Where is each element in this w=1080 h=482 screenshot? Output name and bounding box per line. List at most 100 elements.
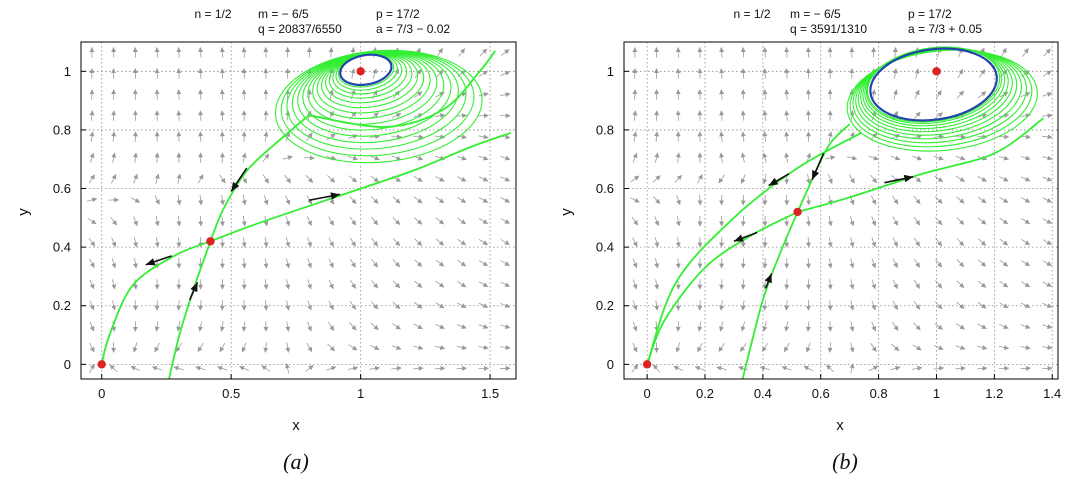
vector-field-arrow [176,321,182,332]
vector-field-arrow [998,134,1010,140]
vector-field-arrow [175,342,182,353]
y-tick-label: 1 [64,64,71,79]
vector-field-arrow [1020,302,1031,308]
vector-field-arrow [326,133,336,140]
vector-field-arrow [934,112,944,120]
vector-field-arrow [913,216,921,226]
vector-field-arrow [719,89,725,100]
vector-field-arrow [457,281,467,288]
vector-field-arrow [154,173,160,184]
vector-field-arrow [998,155,1009,161]
vector-field-arrow [955,345,966,350]
vector-field-arrow [414,217,423,225]
vector-field-arrow [306,216,312,227]
vector-field-arrow [762,321,768,332]
vector-field-arrow [978,69,986,78]
direction-arrow-head [733,234,744,242]
vector-field-arrow [956,301,965,309]
vector-field-arrow [478,260,489,267]
vector-field-arrow [956,259,965,268]
equilibrium-point [97,360,106,369]
vector-field-arrow [1021,218,1031,225]
vector-field-arrow [241,279,247,290]
vector-field-arrow [305,365,314,372]
vector-field-arrow [392,196,401,204]
vector-field-arrow [456,324,467,329]
vector-field-arrow [195,365,206,371]
vector-field-arrow [89,300,95,311]
vector-field-arrow [719,110,725,121]
trajectory-curve [209,114,310,242]
vector-field-arrow [89,258,95,269]
plot-frame [623,41,1059,380]
vector-field-arrow [328,258,334,269]
vector-field-arrow [457,217,467,225]
vector-field-arrow [241,258,247,269]
vector-field-arrow [306,89,312,100]
vector-field-arrow [827,174,833,185]
vector-field-arrow [132,152,138,163]
vector-field-arrow [1042,218,1052,224]
vector-field-arrow [371,216,379,226]
vector-field-arrow [826,364,835,373]
vector-field-arrow [849,279,855,290]
vector-field-arrow [434,365,446,371]
vector-field-arrow [1021,260,1031,267]
vector-field-arrow [697,110,703,121]
vector-field-arrow [999,176,1009,182]
vector-field-arrow [871,321,877,332]
vector-field-arrow [304,155,315,161]
equilibrium-point [356,67,365,76]
vector-field-arrow [219,216,225,227]
vector-field-arrow [892,321,899,331]
vector-field-arrow [784,47,790,58]
vector-field-arrow [1042,324,1053,329]
vector-field-arrow [154,47,160,58]
vector-field-arrow [654,237,660,248]
vector-field-arrow [133,216,138,227]
vector-field-arrow [285,279,291,290]
vector-field-arrow [977,196,987,204]
vector-field-arrow [1020,176,1031,182]
vector-field-arrow [111,258,117,269]
vector-field-arrow [738,365,749,371]
vector-field-arrow [956,238,965,247]
vector-field-arrow [154,321,160,332]
vector-field-arrow [219,237,225,248]
vector-field-arrow [933,155,944,161]
vector-field-arrow [784,321,790,332]
vector-field-arrow [1020,324,1031,329]
vector-field-arrow [781,365,792,371]
y-tick-label: 0.2 [596,298,614,313]
vector-field-arrow [871,216,877,227]
vector-field-arrow [632,237,638,248]
vector-field-arrow [111,237,117,248]
vector-field-arrow [675,216,681,227]
vector-field-arrow [697,321,703,332]
vector-field-arrow [88,174,95,184]
vector-field-arrow [307,321,312,332]
vector-field-arrow [697,47,703,58]
x-tick-label: 1 [357,386,364,401]
vector-field-arrow [871,237,877,248]
vector-field-arrow [934,301,943,310]
vector-field-arrow [151,365,162,371]
vector-field-arrow [435,217,445,225]
vector-field-arrow [89,321,95,332]
y-tick-label: 0 [607,357,614,372]
trajectory-curve [168,240,212,379]
vector-field-arrow [263,237,269,248]
direction-arrows [733,153,914,289]
y-tick-label: 0.6 [53,181,71,196]
param-m: m = − 6/5 [790,7,841,21]
trajectory-curve [741,211,799,379]
vector-field-arrow [631,216,639,226]
vector-field-arrow [239,365,249,371]
vector-field-arrow [369,365,381,371]
vector-field-arrow [500,155,511,161]
vector-field-arrow [413,345,424,350]
vector-field-arrow [457,176,467,182]
vector-field-arrow [632,110,638,121]
vector-field-arrow [1022,48,1029,57]
vector-field-arrow [675,237,681,248]
